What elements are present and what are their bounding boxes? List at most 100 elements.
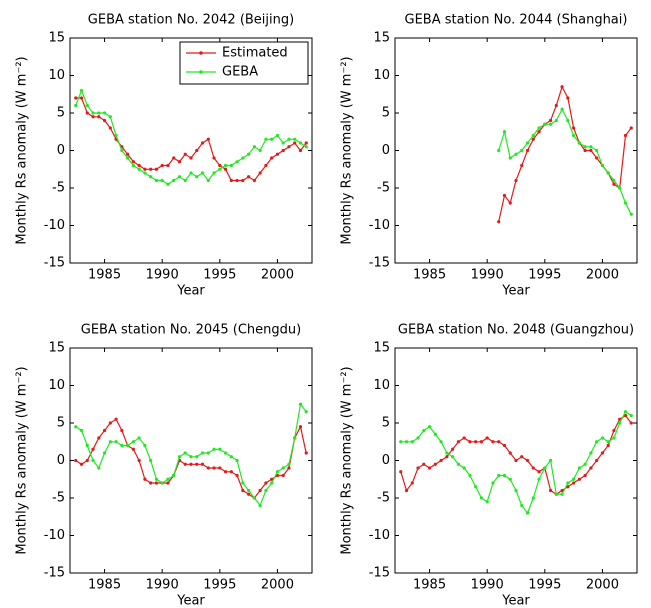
data-point — [468, 473, 472, 478]
y-tick-label: 5 — [382, 416, 390, 431]
data-point — [572, 133, 576, 138]
legend-label: GEBA — [222, 65, 258, 80]
data-point — [554, 118, 558, 123]
data-point — [479, 440, 484, 444]
data-point — [629, 212, 633, 216]
data-point — [102, 451, 107, 455]
data-point — [247, 492, 251, 496]
data-point — [229, 470, 233, 474]
data-point — [258, 148, 262, 153]
data-point — [143, 167, 147, 171]
y-tick-label: -15 — [369, 256, 390, 271]
data-point — [287, 145, 291, 149]
data-point — [275, 152, 280, 156]
y-tick-label: 10 — [48, 378, 65, 393]
data-point — [560, 107, 564, 111]
data-point — [531, 466, 535, 470]
data-point — [160, 481, 164, 485]
x-tick-label: 1995 — [203, 268, 236, 283]
data-point — [525, 148, 530, 153]
series-line — [75, 88, 307, 186]
data-point — [137, 436, 141, 440]
data-point — [572, 477, 576, 481]
data-point — [502, 443, 507, 448]
data-point — [497, 220, 501, 224]
legend: Estimated GEBA — [179, 41, 309, 85]
data-point — [595, 148, 599, 153]
data-point — [439, 440, 443, 444]
data-point — [102, 111, 107, 115]
data-point — [468, 440, 472, 444]
data-point — [166, 481, 170, 485]
data-point — [212, 171, 216, 175]
data-point — [79, 462, 84, 466]
data-point — [474, 440, 478, 444]
data-point — [531, 496, 535, 500]
data-point — [131, 163, 135, 168]
chart-title: GEBA station No. 2044 (Shanghai) — [405, 13, 628, 28]
data-point — [456, 462, 460, 466]
data-point — [120, 428, 124, 433]
data-point — [583, 145, 587, 149]
legend-marker — [199, 70, 203, 74]
x-axis-label: Year — [501, 284, 530, 299]
legend-marker — [199, 51, 203, 55]
data-point — [131, 440, 135, 444]
data-point — [200, 462, 205, 466]
x-tick-label: 1985 — [88, 268, 121, 283]
data-point — [537, 130, 541, 134]
data-point — [264, 481, 268, 485]
data-point — [131, 447, 135, 451]
data-point — [548, 458, 553, 463]
x-tick-label: 1990 — [471, 268, 504, 283]
data-point — [612, 178, 616, 183]
data-point — [74, 96, 78, 100]
y-tick-label: 15 — [48, 31, 65, 46]
data-point — [189, 455, 193, 459]
data-point — [399, 470, 403, 474]
data-point — [520, 455, 524, 459]
data-point — [433, 432, 437, 436]
data-point — [491, 440, 495, 444]
data-point — [293, 141, 297, 145]
y-tick-label: 5 — [57, 106, 65, 121]
y-tick-label: -10 — [44, 528, 65, 543]
subplot: GEBA station No. 2048 (Guangzhou) -15 -10 -… — [340, 323, 638, 608]
data-point — [287, 462, 291, 466]
data-point — [595, 440, 599, 444]
y-tick-label: 15 — [373, 31, 390, 46]
data-point — [404, 440, 409, 444]
data-point — [195, 455, 199, 459]
data-point — [120, 148, 124, 153]
data-point — [149, 175, 153, 179]
data-point — [629, 421, 633, 425]
data-point — [206, 466, 210, 470]
data-point — [108, 421, 112, 425]
data-point — [304, 451, 308, 455]
data-point — [298, 402, 303, 406]
x-tick-label: 1985 — [413, 268, 446, 283]
data-point — [241, 156, 245, 160]
data-point — [445, 455, 449, 459]
data-point — [218, 447, 222, 451]
data-point — [445, 451, 449, 455]
plot-area — [74, 88, 308, 186]
subplot: GEBA station No. 2042 (Beijing) -15 -10 -5 0… — [15, 13, 313, 299]
data-point — [206, 137, 210, 141]
data-point — [304, 410, 308, 414]
data-point — [264, 137, 268, 141]
data-point — [235, 458, 239, 463]
data-point — [577, 141, 581, 145]
y-axis-label: Monthly Rs anomaly (W m⁻²) — [15, 56, 30, 244]
data-point — [281, 473, 285, 478]
data-point — [514, 152, 518, 156]
series-line — [498, 85, 632, 222]
data-point — [514, 458, 518, 463]
plot-area — [74, 402, 308, 508]
data-point — [514, 488, 518, 493]
data-point — [566, 481, 570, 485]
data-point — [270, 156, 274, 160]
data-point — [548, 118, 553, 123]
data-point — [108, 126, 112, 130]
y-tick-label: 5 — [382, 106, 390, 121]
